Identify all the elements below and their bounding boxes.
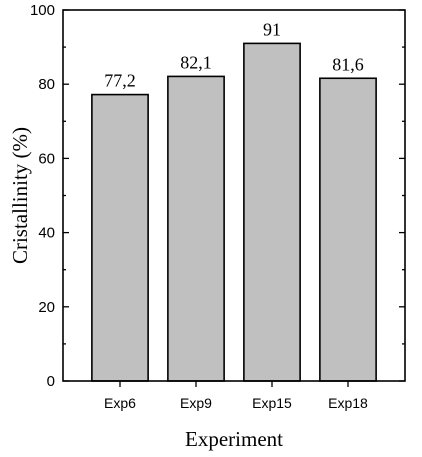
data-label-exp9: 82,1 [180,52,212,72]
x-axis-ticks: Exp6 Exp9 Exp15 Exp18 [104,381,368,411]
x-axis-title: Experiment [185,427,283,451]
x-tick-label-exp18: Exp18 [328,395,368,411]
data-label-exp18: 81,6 [332,54,364,74]
bar-exp15 [243,42,301,382]
y-axis-title: Cristallinity (%) [8,127,32,264]
bar-exp9 [167,75,225,382]
data-label-exp15: 91 [263,19,281,39]
y-tick-label: 20 [38,299,55,316]
bars-group [91,42,377,382]
y-tick-label: 80 [38,76,55,93]
y-tick-label: 0 [47,373,55,390]
y-tick-label: 40 [38,225,55,242]
y-axis-ticks: 0 20 40 60 80 100 [30,2,405,390]
data-labels-group: 77,2 82,1 91 81,6 [104,19,364,90]
data-label-exp6: 77,2 [104,71,136,91]
y-tick-label: 60 [38,150,55,167]
bar-exp18 [319,77,377,382]
x-tick-label-exp9: Exp9 [180,395,212,411]
y-tick-label: 100 [30,2,55,19]
x-tick-label-exp15: Exp15 [252,395,292,411]
x-tick-label-exp6: Exp6 [104,395,136,411]
bar-exp6 [91,93,149,382]
